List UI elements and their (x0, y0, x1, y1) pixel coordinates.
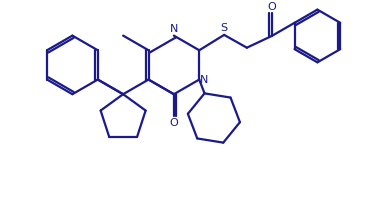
Text: O: O (169, 118, 178, 128)
Text: S: S (221, 23, 228, 33)
Text: O: O (267, 2, 276, 12)
Text: N: N (170, 24, 178, 34)
Text: N: N (199, 74, 208, 85)
